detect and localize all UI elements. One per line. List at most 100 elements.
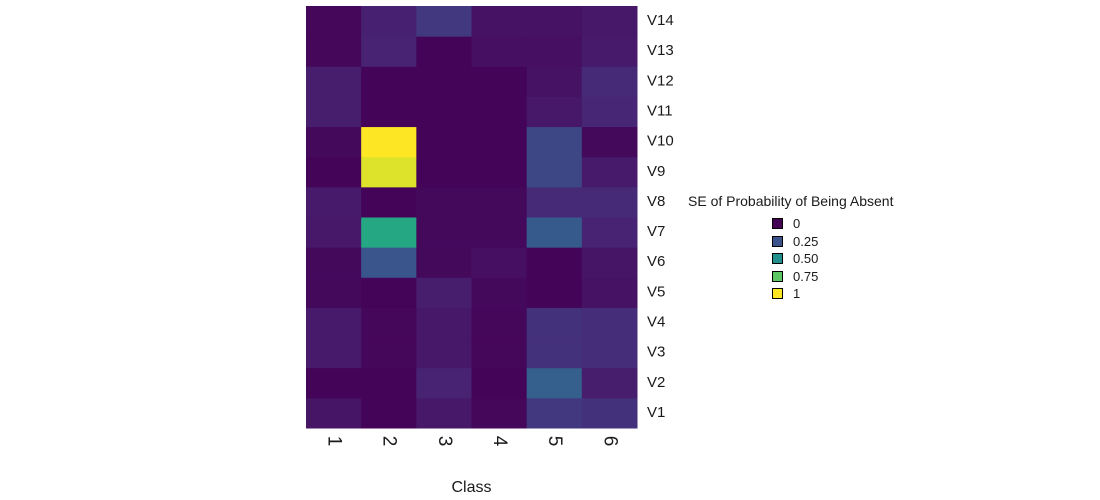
legend-item: 0 — [772, 215, 893, 233]
x-tick-label: 5 — [544, 436, 565, 447]
x-tick-label: 1 — [324, 436, 345, 447]
heatmap-cell — [306, 156, 362, 188]
heatmap-cell — [471, 337, 528, 369]
heatmap-cell — [416, 397, 472, 429]
heatmap-cell — [416, 66, 472, 97]
x-tick-label: 2 — [379, 436, 400, 447]
heatmap-cell — [526, 217, 583, 248]
y-tick-label: V4 — [647, 313, 665, 330]
heatmap-cell — [306, 66, 362, 97]
y-tick-label: V3 — [647, 344, 665, 361]
heatmap-cell — [361, 6, 417, 37]
heatmap-cell — [526, 307, 583, 339]
heatmap-cell — [416, 96, 472, 128]
heatmap-cell — [526, 337, 583, 369]
heatmap-cell — [416, 6, 472, 37]
legend-items: 0 0.25 0.50 0.75 1 — [772, 215, 893, 303]
y-tick-label: V13 — [647, 42, 674, 59]
legend-label: 0 — [793, 216, 801, 232]
heatmap-cell — [526, 397, 583, 429]
heatmap-cell — [581, 6, 638, 37]
y-tick-label: V8 — [647, 193, 665, 210]
heatmap-cell — [361, 126, 417, 158]
heatmap-cell — [361, 397, 417, 429]
y-tick-label: V9 — [647, 163, 665, 180]
heatmap-cell — [361, 66, 417, 97]
heatmap-cell — [581, 96, 638, 128]
heatmap-cell — [306, 217, 362, 248]
heatmap-cell — [526, 277, 583, 308]
heatmap-cell — [306, 36, 362, 67]
heatmap-cell — [581, 156, 638, 188]
legend-swatch — [772, 270, 783, 282]
legend: SE of Probability of Being Absent 0 0.25… — [688, 193, 893, 303]
heatmap-cell — [581, 247, 638, 278]
heatmap-cell — [526, 66, 583, 97]
legend-label: 1 — [793, 286, 801, 302]
heatmap-cell — [471, 126, 528, 158]
heatmap-cell — [471, 217, 528, 248]
heatmap-cell — [471, 156, 528, 188]
y-tick-label: V2 — [647, 374, 665, 391]
heatmap-cell — [526, 126, 583, 158]
heatmap-cell — [471, 277, 528, 308]
heatmap-cell — [361, 217, 417, 248]
heatmap-cell — [416, 307, 472, 339]
legend-title: SE of Probability of Being Absent — [688, 193, 894, 209]
legend-item: 1 — [772, 285, 893, 303]
heatmap-cell — [581, 126, 638, 158]
heatmap-cell — [361, 186, 417, 218]
heatmap-cell — [471, 36, 528, 67]
legend-swatch — [772, 253, 783, 265]
heatmap-cell — [581, 217, 638, 248]
y-tick-label: V11 — [647, 102, 673, 119]
heatmap-cell — [581, 186, 638, 218]
heatmap-cell — [581, 307, 638, 339]
heatmap-cell — [306, 337, 362, 369]
legend-label: 0.50 — [793, 251, 819, 267]
heatmap-cell — [361, 337, 417, 369]
y-tick-label: V5 — [647, 283, 665, 300]
heatmap-cell — [526, 247, 583, 278]
heatmap-cell — [416, 36, 472, 67]
heatmap-cell — [471, 247, 528, 278]
heatmap-cell — [361, 247, 417, 278]
legend-item: 0.50 — [772, 250, 893, 268]
heatmap-cell — [361, 367, 417, 399]
heatmap-cell — [526, 36, 583, 67]
heatmap-cell — [416, 247, 472, 278]
y-tick-label: V6 — [647, 253, 665, 270]
heatmap-cell — [416, 126, 472, 158]
heatmap-cell — [306, 186, 362, 218]
heatmap-cell — [581, 66, 638, 97]
y-tick-label: V7 — [647, 223, 665, 240]
heatmap-cell — [416, 156, 472, 188]
heatmap-cell — [361, 307, 417, 339]
heatmap-cell — [306, 126, 362, 158]
heatmap-cell — [416, 277, 472, 308]
heatmap-cell — [361, 36, 417, 67]
heatmap-cell — [306, 397, 362, 429]
x-tick-label: 3 — [434, 436, 455, 447]
heatmap-cell — [361, 96, 417, 128]
heatmap-cell — [416, 186, 472, 218]
y-tick-label: V14 — [647, 12, 674, 29]
legend-swatch — [772, 218, 783, 230]
heatmap-cell — [581, 397, 638, 429]
y-tick-label: V10 — [647, 133, 674, 150]
heatmap-cell — [471, 66, 528, 97]
heatmap-cell — [306, 247, 362, 278]
legend-item: 0.25 — [772, 233, 893, 251]
heatmap-cell — [526, 156, 583, 188]
heatmap-cell — [416, 337, 472, 369]
heatmap-cell — [471, 6, 528, 37]
heatmap-cell — [581, 367, 638, 399]
heatmap-cell — [306, 96, 362, 128]
heatmap-cell — [581, 36, 638, 67]
heatmap-cell — [471, 96, 528, 128]
legend-label: 0.75 — [793, 268, 819, 284]
y-tick-label: V12 — [647, 72, 674, 89]
x-tick-label: 4 — [489, 436, 510, 447]
heatmap-cell — [526, 367, 583, 399]
heatmap-cell — [306, 6, 362, 37]
